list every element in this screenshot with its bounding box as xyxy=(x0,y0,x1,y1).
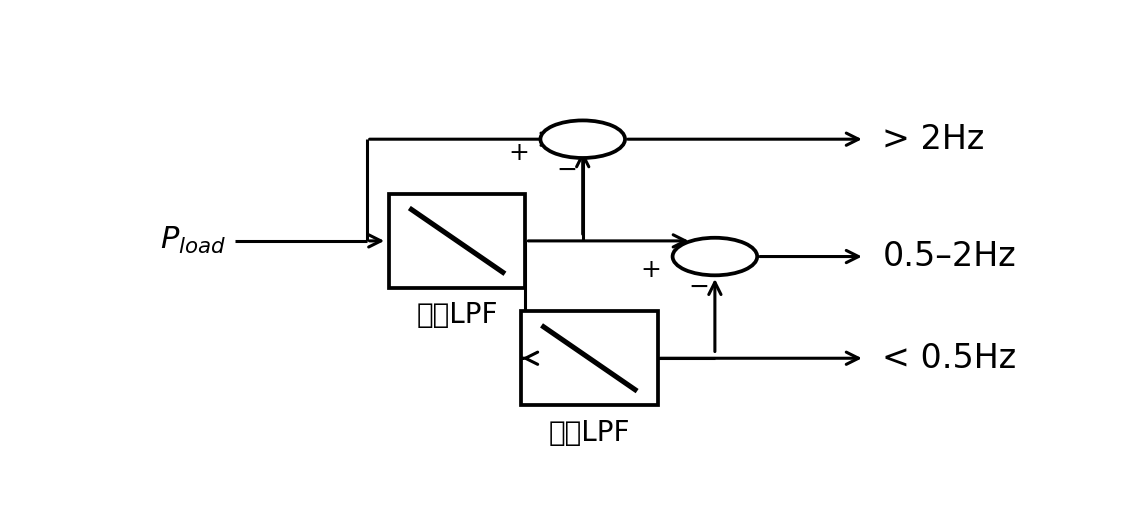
Text: > 2Hz: > 2Hz xyxy=(882,123,985,155)
Bar xyxy=(389,194,525,288)
Text: < 0.5Hz: < 0.5Hz xyxy=(882,342,1016,375)
Text: 后级LPF: 后级LPF xyxy=(548,419,630,447)
Text: +: + xyxy=(508,141,529,165)
Text: 前级LPF: 前级LPF xyxy=(416,301,498,329)
Text: −: − xyxy=(556,157,578,182)
Ellipse shape xyxy=(540,120,625,158)
Ellipse shape xyxy=(673,238,757,275)
Bar xyxy=(521,311,657,405)
Text: $P_{load}$: $P_{load}$ xyxy=(159,226,226,257)
Text: +: + xyxy=(640,258,661,282)
Text: 0.5–2Hz: 0.5–2Hz xyxy=(882,240,1016,273)
Text: −: − xyxy=(689,275,709,299)
